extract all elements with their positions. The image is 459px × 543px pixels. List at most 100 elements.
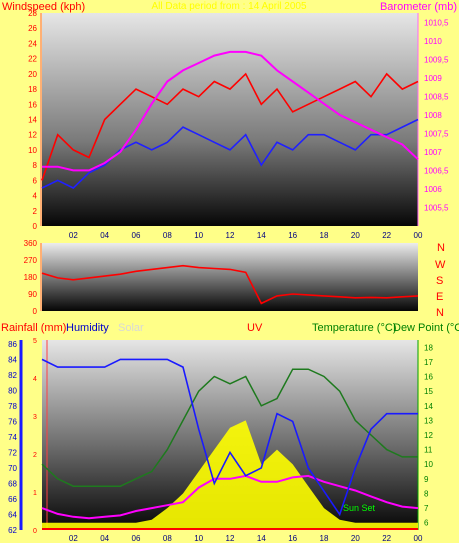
dewpoint-line [41, 474, 419, 520]
windspeed-y-tick: 12 [28, 131, 37, 140]
windspeed-axis-label: Windspeed (kph) [2, 1, 85, 13]
windspeed-y-tick: 2 [33, 207, 38, 216]
sunset-annotation: Sun Set [343, 503, 376, 513]
climate-x-tick: 02 [69, 534, 78, 543]
windspeed-y-tick: 18 [28, 85, 37, 94]
series-lines [41, 50, 419, 530]
compass-label-e: E [436, 291, 443, 303]
windspeed-x-tick: 20 [351, 231, 360, 240]
barometer-line [42, 50, 419, 172]
tick-labels: 02468101214161820222426281005,510061006,… [8, 9, 449, 543]
temperature-y-tick: 6 [424, 519, 429, 528]
temperature-y-tick: 16 [424, 373, 433, 382]
barometer-axis-label: Barometer (mb) [380, 1, 457, 13]
windspeed-y-tick: 26 [28, 24, 37, 33]
humidity-y-tick: 86 [8, 340, 17, 349]
humidity-y-tick: 82 [8, 371, 17, 380]
windspeed-y-tick: 28 [28, 9, 37, 18]
barometer-y-tick: 1007,5 [424, 129, 449, 138]
barometer-y-tick: 1007 [424, 148, 442, 157]
humidity-line [41, 358, 418, 517]
windspeed-y-tick: 14 [28, 116, 37, 125]
temperature-y-tick: 7 [424, 504, 429, 513]
rain-y-tick: 2 [33, 452, 37, 459]
windspeed-y-tick: 22 [28, 55, 37, 64]
direction-y-tick: 90 [28, 290, 37, 299]
windspeed-y-tick: 4 [33, 192, 38, 201]
climate-x-tick: 08 [163, 534, 172, 543]
humidity-y-tick: 68 [8, 479, 17, 488]
climate-x-tick: 06 [132, 534, 141, 543]
humidity-y-tick: 72 [8, 448, 17, 457]
humidity-y-tick: 66 [8, 495, 17, 504]
windspeed-plot-area [42, 13, 418, 226]
rain-y-tick: 1 [33, 490, 37, 497]
windspeed-y-tick: 20 [28, 70, 37, 79]
windspeed-y-tick: 10 [28, 146, 37, 155]
rain-y-tick: 0 [33, 528, 37, 535]
windspeed-x-tick: 02 [69, 231, 78, 240]
legend-rainfall: Rainfall (mm) [1, 322, 66, 334]
climate-x-tick: 18 [320, 534, 329, 543]
barometer-y-tick: 1006 [424, 185, 442, 194]
windspeed-y-tick: 24 [28, 39, 37, 48]
legend-dewpoint: Dew Point (°C) [393, 322, 459, 334]
windspeed-x-tick: 14 [257, 231, 266, 240]
temperature-y-tick: 17 [424, 358, 433, 367]
temperature-y-tick: 14 [424, 402, 433, 411]
temperature-y-tick: 10 [424, 460, 433, 469]
temperature-y-tick: 13 [424, 416, 433, 425]
barometer-y-tick: 1008,5 [424, 92, 449, 101]
barometer-y-tick: 1009,5 [424, 55, 449, 64]
humidity-y-tick: 78 [8, 402, 17, 411]
direction-y-tick: 360 [24, 239, 38, 248]
climate-x-tick: 22 [382, 534, 391, 543]
humidity-y-tick: 84 [8, 355, 17, 364]
temperature-y-tick: 18 [424, 343, 433, 352]
humidity-y-tick: 76 [8, 417, 17, 426]
rain-y-tick: 5 [33, 338, 37, 345]
direction-y-tick: 0 [33, 307, 38, 316]
rain-y-tick: 3 [33, 414, 37, 421]
windspeed-y-tick: 8 [33, 161, 38, 170]
windspeed-x-tick: 12 [226, 231, 235, 240]
wind-direction-line [41, 264, 419, 305]
barometer-y-tick: 1006,5 [424, 166, 449, 175]
temperature-y-tick: 9 [424, 475, 429, 484]
barometer-y-tick: 1009 [424, 74, 442, 83]
windspeed-y-tick: 6 [33, 176, 38, 185]
chart-title: All Data period from : 14 April 2005 [151, 1, 307, 12]
temperature-y-tick: 15 [424, 387, 433, 396]
climate-x-tick: 04 [100, 534, 109, 543]
humidity-y-tick: 70 [8, 464, 17, 473]
windspeed-gust-line [41, 72, 419, 181]
legend-temperature: Temperature (°C) [312, 322, 396, 334]
climate-x-tick: 00 [414, 534, 423, 543]
barometer-y-tick: 1008 [424, 111, 442, 120]
climate-x-tick: 20 [351, 534, 360, 543]
humidity-y-tick: 80 [8, 386, 17, 395]
legend-humidity: Humidity [66, 322, 109, 334]
barometer-y-tick: 1010,5 [424, 18, 449, 27]
compass-label-n-bottom: N [436, 307, 444, 319]
direction-y-tick: 180 [24, 273, 38, 282]
climate-x-tick: 16 [288, 534, 297, 543]
compass-label-n-top: N [437, 242, 445, 254]
legend-uv: UV [247, 322, 263, 334]
humidity-y-tick: 62 [8, 526, 17, 535]
temperature-y-tick: 11 [424, 446, 433, 455]
windspeed-x-tick: 22 [382, 231, 391, 240]
humidity-y-tick: 64 [8, 510, 17, 519]
windspeed-y-tick: 0 [33, 222, 38, 231]
windspeed-x-tick: 18 [320, 231, 329, 240]
temperature-line [41, 368, 418, 487]
windspeed-x-tick: 06 [132, 231, 141, 240]
legend-solar: Solar [118, 322, 144, 334]
windspeed-x-tick: 00 [414, 231, 423, 240]
windspeed-x-tick: 04 [100, 231, 109, 240]
windspeed-x-tick: 08 [163, 231, 172, 240]
windspeed-x-tick: 16 [288, 231, 297, 240]
windspeed-average-line [41, 118, 419, 189]
barometer-y-tick: 1005,5 [424, 203, 449, 212]
